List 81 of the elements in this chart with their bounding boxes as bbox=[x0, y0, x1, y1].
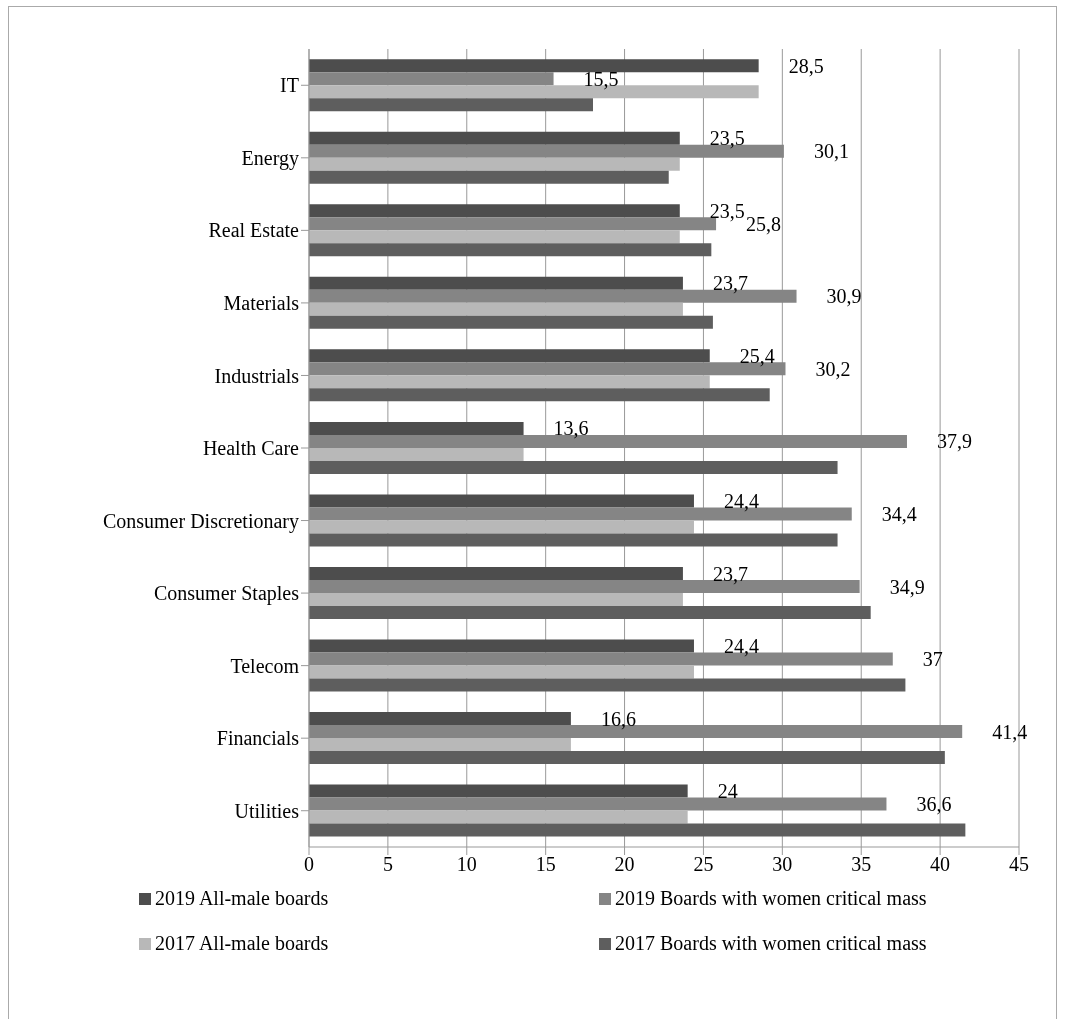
bar bbox=[309, 170, 669, 184]
x-tick-label: 25 bbox=[693, 853, 714, 876]
bar bbox=[309, 230, 680, 244]
x-tick-label: 0 bbox=[304, 853, 314, 876]
y-tick-label: Consumer Discretionary bbox=[102, 509, 299, 533]
x-tick-label: 45 bbox=[1009, 853, 1029, 876]
y-tick-label: Financials bbox=[216, 727, 300, 750]
data-label: 13,6 bbox=[553, 417, 589, 440]
data-label: 37 bbox=[922, 648, 943, 671]
bar bbox=[309, 388, 770, 402]
y-tick-label: Real Estate bbox=[208, 219, 300, 242]
data-label: 23,7 bbox=[712, 562, 748, 585]
data-label: 41,4 bbox=[992, 720, 1028, 743]
bar bbox=[309, 566, 683, 580]
data-label: 24 bbox=[717, 780, 738, 803]
bar bbox=[309, 533, 838, 547]
data-label: 23,5 bbox=[709, 199, 745, 222]
bar bbox=[309, 665, 694, 679]
bar bbox=[309, 494, 694, 508]
bar bbox=[309, 751, 945, 765]
bar bbox=[309, 315, 713, 329]
y-tick-label: Consumer Staples bbox=[154, 582, 300, 606]
bar bbox=[309, 784, 688, 798]
x-tick-label: 5 bbox=[382, 853, 393, 876]
x-tick-label: 20 bbox=[614, 853, 635, 876]
bar bbox=[309, 59, 759, 73]
legend-label: 2019 Boards with women critical mass bbox=[615, 887, 927, 910]
y-tick-label: IT bbox=[280, 74, 299, 97]
bar bbox=[309, 460, 838, 474]
data-label: 24,4 bbox=[723, 490, 759, 513]
data-label: 28,5 bbox=[788, 54, 824, 77]
x-tick-label: 15 bbox=[535, 853, 556, 876]
bar bbox=[309, 421, 524, 435]
x-tick-label: 10 bbox=[456, 853, 477, 876]
data-label: 37,9 bbox=[936, 430, 972, 453]
bar bbox=[309, 157, 680, 171]
data-label: 30,9 bbox=[826, 285, 862, 308]
bar bbox=[309, 823, 966, 837]
data-label: 34,9 bbox=[889, 575, 925, 598]
bar bbox=[309, 98, 593, 112]
bar bbox=[309, 592, 683, 606]
bar bbox=[309, 72, 554, 86]
x-tick-label: 30 bbox=[772, 853, 793, 876]
data-label: 30,1 bbox=[813, 140, 849, 163]
data-label: 23,5 bbox=[709, 127, 745, 150]
bar bbox=[309, 738, 571, 752]
x-tick-label: 40 bbox=[930, 853, 951, 876]
bar bbox=[309, 276, 683, 290]
data-label: 34,4 bbox=[881, 503, 917, 526]
data-label: 24,4 bbox=[723, 635, 759, 658]
bar bbox=[309, 810, 688, 824]
bar bbox=[309, 302, 683, 316]
data-label: 16,6 bbox=[600, 707, 636, 730]
bar bbox=[309, 447, 524, 461]
x-tick-label: 35 bbox=[851, 853, 872, 876]
data-label: 30,2 bbox=[815, 357, 851, 380]
bar bbox=[309, 520, 694, 534]
legend-label: 2019 All-male boards bbox=[155, 887, 329, 910]
y-tick-label: Materials bbox=[223, 292, 300, 315]
y-tick-label: Energy bbox=[241, 146, 299, 170]
y-tick-label: Utilities bbox=[234, 799, 300, 822]
data-label: 36,6 bbox=[916, 793, 952, 816]
bar bbox=[309, 678, 906, 692]
data-label: 25,8 bbox=[746, 212, 782, 235]
bar bbox=[309, 797, 887, 811]
data-label: 23,7 bbox=[712, 272, 748, 295]
legend-label: 2017 All-male boards bbox=[155, 932, 329, 955]
legend-label: 2017 Boards with women critical mass bbox=[615, 932, 927, 955]
bar bbox=[309, 131, 680, 145]
y-tick-label: Telecom bbox=[230, 654, 300, 677]
bar bbox=[309, 243, 712, 257]
bar bbox=[309, 712, 571, 726]
data-label: 15,5 bbox=[583, 67, 619, 90]
y-tick-label: Industrials bbox=[214, 364, 300, 387]
bar bbox=[309, 349, 710, 363]
y-tick-label: Health Care bbox=[202, 437, 300, 460]
data-label: 25,4 bbox=[739, 344, 775, 367]
bar bbox=[309, 639, 694, 653]
bar bbox=[309, 204, 680, 218]
bar bbox=[309, 375, 710, 389]
bar bbox=[309, 605, 871, 619]
